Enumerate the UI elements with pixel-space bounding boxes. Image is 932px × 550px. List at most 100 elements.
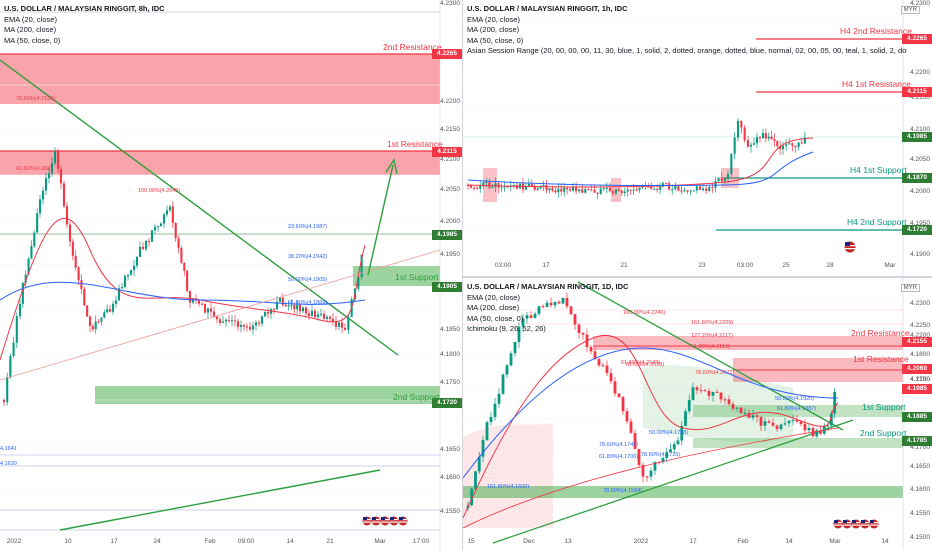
- candle-8h-candle: [162, 214, 166, 224]
- chart-canvas-8h[interactable]: [0, 0, 462, 550]
- candle-1h-candle: [686, 190, 689, 192]
- candle-1h-candle: [680, 190, 683, 192]
- x-tick-label: 17: [689, 538, 697, 545]
- indicator-asian-session[interactable]: Asian Session Range (20, 00, 00, 00, 11,…: [467, 46, 907, 55]
- ichimoku-cloud-green: [643, 365, 793, 443]
- edge-price-label: 4.1641: [0, 446, 17, 452]
- candle-8h-candle: [56, 151, 60, 169]
- candle-8h-candle: [212, 311, 216, 317]
- indicator-ma200[interactable]: MA (200, close): [467, 25, 520, 34]
- chart-canvas-1d[interactable]: [463, 278, 932, 550]
- y-tick-label: 4.1550: [440, 508, 460, 515]
- indicator-ema[interactable]: EMA (20, close): [467, 14, 520, 24]
- candle-8h-candle: [135, 256, 139, 266]
- y-tick-label: 4.2100: [910, 126, 930, 133]
- symbol-title: U.S. DOLLAR / MALAYSIAN RINGGIT, 1D, IDC: [467, 282, 629, 291]
- candle-1d-candle: [525, 315, 529, 319]
- candle-8h-candle: [106, 309, 109, 313]
- legend-1d: U.S. DOLLAR / MALAYSIAN RINGGIT, 1D, IDC…: [467, 282, 628, 335]
- candle-1d-candle: [629, 421, 633, 433]
- fib-label: 50.00%(4.1920): [775, 396, 815, 402]
- fib-label: 50.00%(4.1758): [649, 430, 689, 436]
- candle-1d-candle: [557, 301, 561, 304]
- y-tick-label: 4.2000: [440, 218, 460, 225]
- candle-1d-candle: [695, 387, 699, 391]
- candle-1d-candle: [691, 387, 695, 400]
- price-tag: 4.1985: [432, 230, 462, 240]
- symbol-title: U.S. DOLLAR / MALAYSIAN RINGGIT, 1h, IDC: [467, 4, 628, 13]
- candle-8h-candle: [319, 313, 323, 315]
- candle-8h-candle: [150, 230, 154, 242]
- candle-1d-candle: [751, 415, 755, 418]
- y-tick-label: 4.2300: [440, 0, 460, 7]
- candle-1h-candle: [785, 144, 788, 146]
- candle-1h-candle: [596, 192, 599, 194]
- price-tag: 4.2155: [902, 337, 932, 347]
- candle-1h-candle: [605, 187, 608, 189]
- zone-label: 2nd Resistance: [383, 42, 442, 52]
- candle-8h-candle: [9, 356, 12, 377]
- indicator-ema[interactable]: EMA (20, close): [4, 14, 57, 24]
- candle-1d-candle: [699, 390, 703, 392]
- ema-line: [467, 137, 814, 188]
- fib-label: 161.80%(4.1600): [487, 484, 530, 490]
- candle-8h-candle: [129, 270, 133, 275]
- candle-8h-candle: [242, 324, 246, 327]
- indicator-ma200[interactable]: MA (200, close): [467, 303, 520, 312]
- candle-8h-candle: [316, 314, 320, 318]
- chart-pane-8h[interactable]: U.S. DOLLAR / MALAYSIAN RINGGIT, 8h, IDC…: [0, 0, 462, 550]
- candle-1h-candle: [647, 186, 650, 188]
- candle-1h-candle: [674, 185, 677, 190]
- candle-8h-candle: [59, 168, 63, 184]
- zone-label: 1st Resistance: [387, 139, 443, 149]
- y-tick-label: 4.1500: [910, 534, 930, 541]
- candle-8h-candle: [50, 163, 54, 174]
- pane-divider-horizontal[interactable]: [463, 276, 932, 278]
- y-tick-label: 4.1700: [910, 444, 930, 451]
- ma-curve: [0, 249, 441, 381]
- chart-pane-1d[interactable]: U.S. DOLLAR / MALAYSIAN RINGGIT, 1D, IDC…: [463, 278, 932, 550]
- candle-1h-candle: [749, 144, 753, 147]
- candle-8h-candle: [200, 303, 204, 305]
- x-tick-label: 24: [153, 538, 161, 545]
- resistance-zone-2: [0, 54, 440, 104]
- indicator-ema[interactable]: EMA (20, close): [467, 292, 520, 302]
- y-tick-label: 4.1750: [910, 376, 930, 383]
- pane-divider[interactable]: [462, 0, 463, 550]
- candle-8h-candle: [357, 276, 360, 289]
- candle-1h-candle: [692, 190, 695, 192]
- chart-pane-1h[interactable]: U.S. DOLLAR / MALAYSIAN RINGGIT, 1h, IDC…: [463, 0, 932, 276]
- candle-8h-candle: [281, 297, 284, 305]
- candle-1h-candle: [714, 180, 717, 188]
- fib-label: 61.80%(4.1706): [599, 454, 639, 460]
- candle-1h-candle: [536, 188, 539, 190]
- indicator-ma50[interactable]: MA (50, close, 0): [467, 313, 524, 323]
- indicator-ma50[interactable]: MA (50, close, 0): [467, 35, 524, 45]
- candle-1d-candle: [477, 456, 481, 472]
- indicator-ma200[interactable]: MA (200, close): [4, 25, 57, 34]
- fib-label: 78.60%(4.2029): [625, 362, 665, 368]
- y-tick-label: 4.2000: [910, 188, 930, 195]
- candle-1d-candle: [553, 301, 557, 306]
- candle-1h-candle: [626, 189, 629, 192]
- candle-8h-candle: [177, 238, 180, 248]
- currency-flags-icon: [843, 241, 857, 253]
- indicator-ma50[interactable]: MA (50, close, 0): [4, 35, 61, 45]
- candle-8h-candle: [203, 304, 207, 313]
- candle-1d-candle: [533, 313, 537, 318]
- candle-8h-candle: [298, 304, 302, 312]
- candle-1h-candle: [485, 182, 488, 184]
- ma200-line: [463, 347, 839, 479]
- fib-label: 100.00%(4.2045): [138, 188, 181, 194]
- candle-8h-candle: [188, 290, 192, 303]
- candle-1d-candle: [513, 341, 517, 354]
- candle-1h-candle: [557, 188, 560, 193]
- candle-1h-candle: [794, 145, 797, 147]
- fib-label: 61.80%(4.208): [16, 166, 53, 172]
- candle-1d-candle: [493, 403, 497, 417]
- indicator-ichimoku[interactable]: Ichimoku (9, 26, 52, 26): [467, 324, 546, 333]
- x-tick-label: 2022: [6, 538, 22, 545]
- candle-8h-candle: [21, 282, 24, 304]
- zone-label: 1st Support: [395, 272, 439, 282]
- candle-1d-candle: [549, 302, 553, 306]
